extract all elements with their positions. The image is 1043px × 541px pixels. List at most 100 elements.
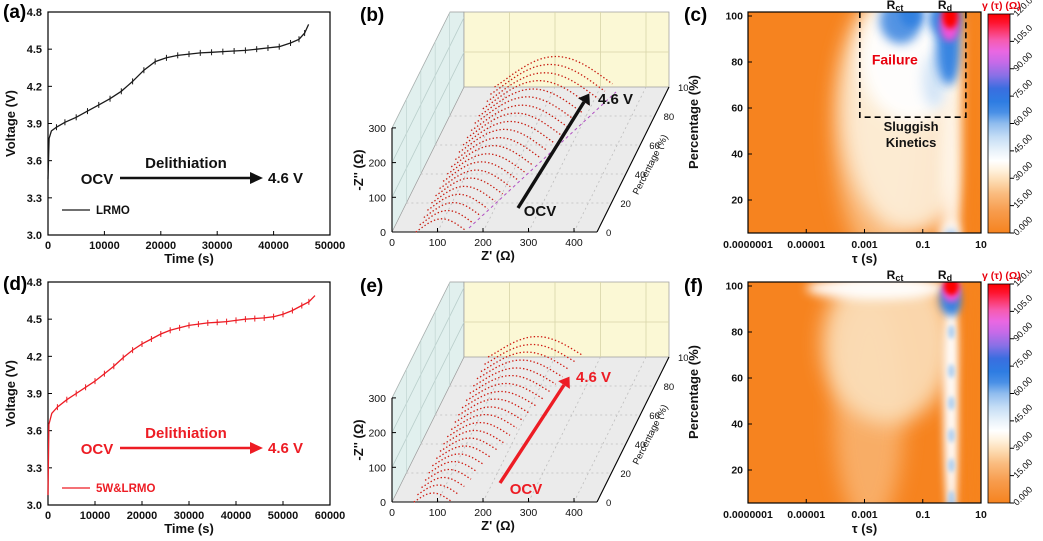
heat-blob [946,229,956,233]
colorbar-title: γ (τ) (Ω) [982,0,1021,12]
x-axis-title: Z' (Ω) [481,518,515,533]
y-axis-title: -Z'' (Ω) [351,419,366,460]
arrow-end-label: 4.6 V [576,369,611,386]
x-tick-label: 30000 [202,240,233,252]
heat-blob [899,12,923,28]
panel-f-letter: (f) [684,276,703,297]
nyquist-curve [435,445,491,460]
y-tick-label: 80 [731,327,743,339]
rct-label: Rct [887,0,904,13]
nyquist-curve [454,137,540,161]
annotation-ocv: OCV [81,171,114,188]
direction-arrow-head [578,93,590,106]
y-tick-label: 3.0 [27,500,42,512]
y-tick-label: 4.5 [27,314,42,326]
floor-grid-line [573,356,647,503]
voltage-curve [47,24,310,180]
axes-frame [47,11,331,236]
nyquist-curve [413,492,452,503]
panel-c-drt-heatmap: 0.0000001 0.00001 0.001 0.1 10 20 40 60 80 100 τ (… [686,0,1034,266]
direction-arrow-head [558,376,570,389]
nyquist-curve [469,374,550,394]
rct-sub: ct [895,273,903,283]
panel-a-letter: (a) [3,2,27,23]
nyquist-curve [431,185,496,204]
rd-sub: d [947,273,953,283]
sluggish-label-line2: Kinetics [886,135,937,150]
nyquist-curve [487,335,583,358]
heat-blob [947,364,955,378]
depth-axis [596,86,670,233]
y-tick-label: 200 [368,428,386,440]
z-tick-label: 80 [664,112,675,123]
y-axis-title: -Z'' (Ω) [351,149,366,190]
x-tick-label: 200 [474,507,492,519]
y-tick-label: 4.8 [27,7,42,19]
x-axis-title: Time (s) [164,251,214,266]
y-tick-label: 3.3 [27,463,42,475]
y-tick-label: 0 [380,227,386,239]
colorbar-tick-label: 90.00 [1011,50,1034,73]
y-tick-label: 4.2 [27,81,42,93]
heatmap-features [806,282,981,503]
arrow-start-label: OCV [524,203,557,220]
x-tick-label: 40000 [221,510,252,522]
floor-plane [392,357,669,502]
nyquist-curve [442,161,518,182]
nyquist-curve [428,460,478,474]
x-tick-label: 0.00001 [787,509,825,521]
x-tick-label: 0.001 [851,239,877,251]
colorbar-tick-label: 105.0 [1011,293,1034,316]
x-tick-label: 10 [975,239,987,251]
nyquist-curve [486,72,599,103]
arrow-start-label: OCV [510,481,543,498]
nyquist-curve [424,468,472,481]
x-tick-label: 0.00001 [787,239,825,251]
rd-label: Rd [938,0,952,13]
x-tick-label: 300 [520,237,538,249]
z-tick-label: 100 [678,83,688,94]
y-tick-label: 40 [731,149,743,161]
annotation-end-voltage: 4.6 V [268,170,303,187]
x-tick-label: 300 [520,507,538,519]
nyquist-curve [439,437,498,452]
rct-sub: ct [895,3,903,13]
x-tick-label: 100 [429,237,447,249]
rct-label: Rct [887,270,904,283]
z-tick-label: 40 [635,440,646,451]
floor-grid-line [437,356,510,503]
panel-c-letter: (c) [684,5,708,26]
x-tick-label: 60000 [315,510,346,522]
y-tick-label: 3.0 [27,230,42,242]
dashed-region-box [859,12,967,118]
x-tick-label: 0.1 [915,239,930,251]
x-tick-label: 40000 [258,240,289,252]
z-tick-label: 20 [620,469,631,480]
annotation-arrow-head [250,172,263,184]
nyquist-curve [470,104,570,132]
y-tick-label: 3.3 [27,193,42,205]
z-tick-label: 60 [649,411,660,422]
x-tick-label: 0.0000001 [723,239,773,251]
y-tick-label: 20 [731,465,743,477]
y-tick-label: 3.9 [27,389,42,401]
x-tick-label: 10000 [80,510,111,522]
nyquist-curve [454,406,524,423]
nyquist-curve [461,390,537,409]
colorbar-title: γ (τ) (Ω) [982,270,1021,282]
heat-blob [943,282,960,503]
colorbar-tick-label: 75.00 [1011,78,1034,101]
heat-blob [949,502,954,503]
x-tick-label: 400 [565,507,583,519]
panel-d-letter: (d) [3,274,28,295]
x-tick-label: 20000 [127,510,158,522]
legend-label: LRMO [96,205,130,217]
colorbar-tick-label: 0.000 [1011,214,1034,237]
direction-arrow-shaft [498,384,566,484]
colorbar-tick-label: 45.00 [1011,402,1034,425]
colorbar-tick-label: 0.000 [1011,484,1034,507]
y-tick-label: 4.2 [27,351,42,363]
y-tick-label: 3.6 [27,426,42,438]
y-tick-label: 3.6 [27,156,42,168]
colorbar-tick-label: 90.00 [1011,320,1034,343]
